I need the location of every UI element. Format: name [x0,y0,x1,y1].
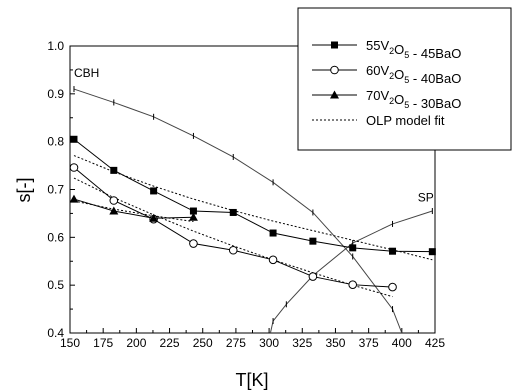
x-tick-label: 325 [292,336,312,350]
fit-line [73,177,393,298]
curve-annotation: SP [418,190,434,204]
curve-annotation: CBH [74,66,99,80]
data-point [348,280,358,289]
data-point [268,255,278,265]
y-tick-label: 0.6 [47,230,64,244]
data-point [389,247,397,255]
series-line [73,138,433,253]
legend-label-part: 2 [389,46,394,56]
data-point [110,166,118,174]
x-tick-label: 250 [193,336,213,350]
data-point [308,272,318,281]
x-tick-label: 350 [325,336,345,350]
y-axis-title: s[-] [14,178,34,203]
y-tick-label: 0.8 [47,135,64,149]
x-tick-label: 275 [226,336,246,350]
x-axis-title: T[K] [235,370,268,390]
legend-label: OLP model fit [366,113,445,128]
legend-marker [331,41,338,49]
legend-marker [330,90,339,99]
data-point [109,196,119,205]
annotations: CBH SP [74,66,434,204]
data-point [388,282,397,292]
x-tick-label: 225 [160,336,180,350]
data-point [188,212,198,221]
model-curve-line [73,88,403,334]
legend-label-part: OLP model fit [366,113,445,128]
data-series [69,135,436,292]
y-tick-label: 0.7 [47,183,64,197]
data-point [428,248,436,256]
legend-box [297,7,512,151]
legend-label-part: 55V [366,38,389,53]
legend-label-part: - 30BaO [409,96,461,111]
x-tick-label: 425 [425,336,445,350]
legend-label-part: 5 [404,100,409,110]
legend-label-part: O [394,42,404,57]
data-point [150,187,158,195]
data-point [69,163,79,172]
series-line [73,198,194,219]
data-point [309,237,317,245]
data-point [269,229,277,237]
legend-marker [330,65,339,75]
y-axis: 0.4 0.5 0.6 0.7 0.8 0.9 1.0 [47,39,75,340]
data-point [70,135,78,143]
y-tick-label: 0.5 [47,278,64,292]
x-tick-label: 400 [392,336,412,350]
legend-label-part: - 45BaO [409,46,461,61]
legend-label: 60V2O5 - 40BaO [366,63,461,86]
data-point [189,239,198,248]
legend-label-part: - 40BaO [409,71,461,86]
fit-line [73,155,433,261]
legend-label-part: O [394,67,404,82]
data-point [189,207,197,215]
legend-label-part: 2 [389,71,394,81]
data-point [149,213,159,222]
data-point [109,206,119,215]
data-point [229,208,237,216]
legend-label-part: 70V [366,88,389,103]
y-tick-label: 1.0 [47,39,64,53]
legend-label-part: 5 [404,75,409,85]
y-tick-label: 0.9 [47,87,64,101]
legend-label-part: O [394,92,404,107]
data-point [228,245,238,255]
legend-label-part: 5 [404,50,409,60]
x-tick-label: 175 [93,336,113,350]
x-tick-label: 150 [60,336,80,350]
x-axis: 150 175 200 225 250 275 300 325 350 375 400 425 [60,328,445,350]
legend-label: 70V2O5 - 30BaO [366,88,461,111]
data-point [349,244,357,252]
x-tick-label: 375 [359,336,379,350]
legend-label: 55V2O5 - 45BaO [366,38,461,61]
x-tick-label: 200 [126,336,146,350]
y-tick-label: 0.4 [47,326,64,340]
data-point [69,194,79,203]
legend-label-part: 60V [366,63,389,78]
legend-label-part: 2 [389,96,394,106]
x-tick-label: 300 [259,336,279,350]
